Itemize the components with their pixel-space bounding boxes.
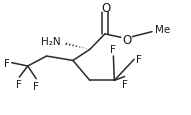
Text: Me: Me	[155, 25, 170, 35]
Text: O: O	[122, 34, 131, 47]
Text: H₂N: H₂N	[41, 36, 61, 46]
Text: F: F	[4, 58, 10, 68]
Text: O: O	[101, 2, 110, 15]
Text: F: F	[33, 81, 39, 91]
Text: F: F	[136, 55, 142, 65]
Text: F: F	[110, 44, 116, 54]
Text: F: F	[122, 79, 128, 89]
Text: F: F	[16, 80, 22, 89]
